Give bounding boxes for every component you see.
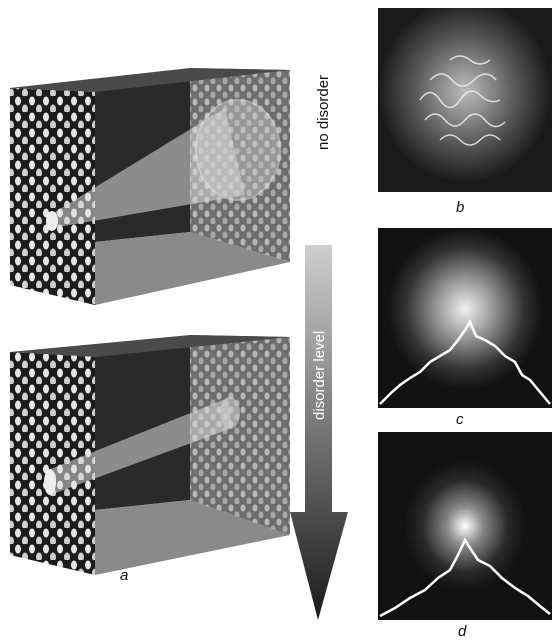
panel-label-d: d <box>458 623 467 638</box>
box-top <box>10 68 290 305</box>
figure: no disorder disorder level a b c d <box>0 0 557 638</box>
disorder-arrow <box>290 245 348 620</box>
panel-label-a: a <box>120 567 128 584</box>
panel-b <box>378 8 552 192</box>
panel-d <box>378 432 552 620</box>
panel-label-c: c <box>456 411 464 428</box>
page: no disorder disorder level a b c d (() =… <box>0 0 557 643</box>
box-bottom <box>10 335 290 575</box>
no-disorder-label: no disorder <box>315 75 332 150</box>
panel-label-b: b <box>456 199 464 216</box>
disorder-level-label: disorder level <box>311 331 328 420</box>
